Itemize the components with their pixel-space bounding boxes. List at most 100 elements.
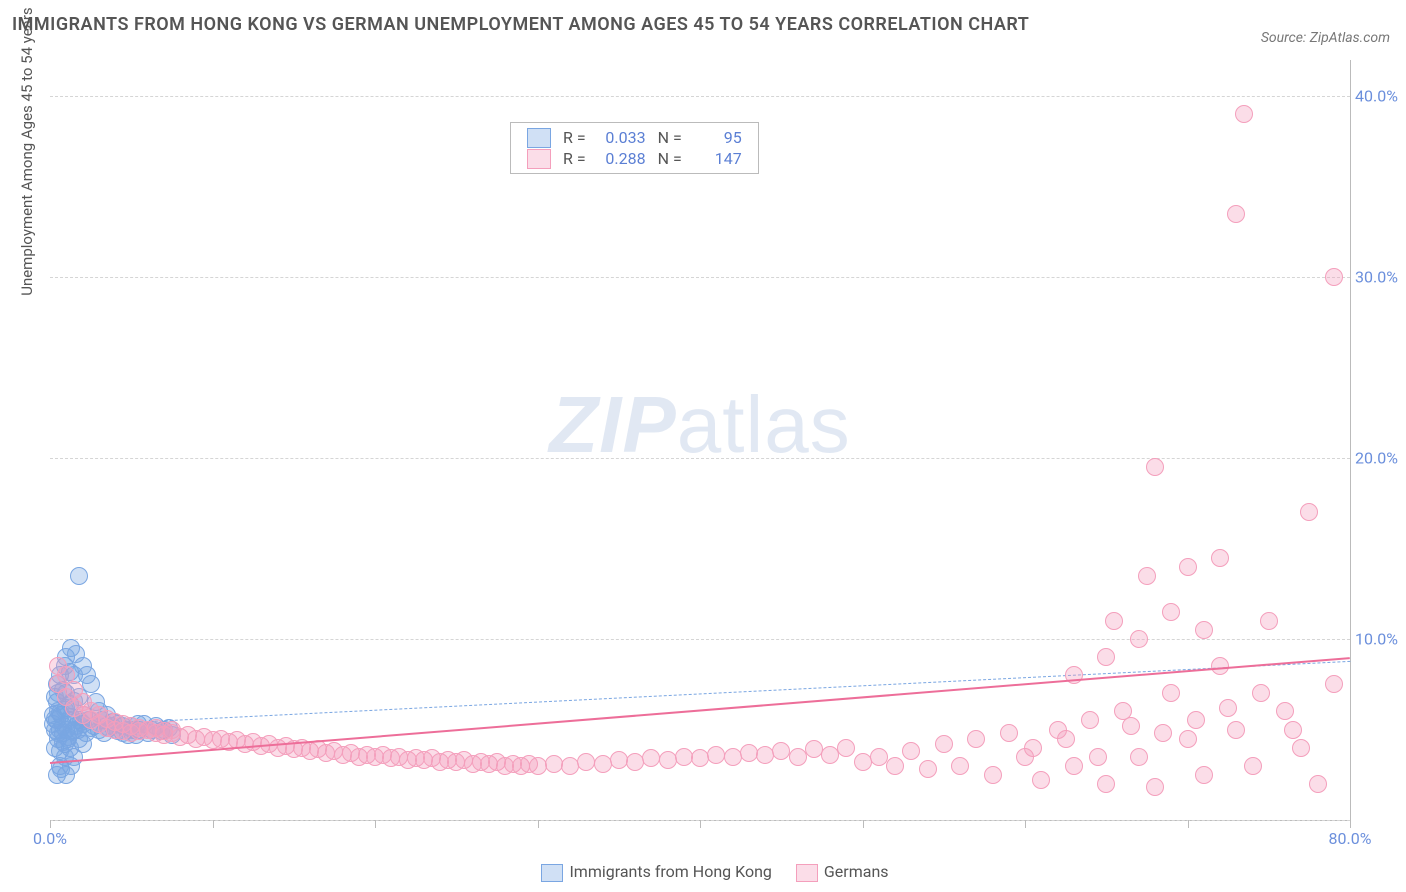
scatter-point [756,746,774,764]
x-tick [375,820,376,828]
watermark-zip: ZIP [549,380,676,469]
scatter-point [967,730,985,748]
watermark-atlas: atlas [677,380,851,469]
scatter-point [163,721,181,739]
correlation-legend: R =0.033N =95R =0.288N =147 [510,122,759,174]
x-tick [1188,820,1189,828]
scatter-point [1097,648,1115,666]
plot-area: ZIPatlas R =0.033N =95R =0.288N =147 10.… [50,60,1351,821]
series-label: Germans [824,862,889,881]
legend-table: R =0.033N =95R =0.288N =147 [521,127,748,169]
scatter-point [1195,621,1213,639]
chart-container: IMMIGRANTS FROM HONG KONG VS GERMAN UNEM… [0,0,1406,892]
scatter-point [1146,778,1164,796]
scatter-point [1325,675,1343,693]
scatter-point [1235,105,1253,123]
legend-stat-n-label: N = [652,148,688,169]
scatter-point [1325,268,1343,286]
legend-row: R =0.288N =147 [521,148,748,169]
legend-stat-n-value: 147 [694,149,742,168]
legend-stat-r-label: R = [557,148,592,169]
scatter-point [561,757,579,775]
grid-line [50,639,1350,640]
scatter-point [1162,603,1180,621]
scatter-point [1089,748,1107,766]
x-tick [1025,820,1026,828]
scatter-point [1081,711,1099,729]
scatter-point [1219,699,1237,717]
scatter-point [886,757,904,775]
scatter-point [1057,730,1075,748]
scatter-point [789,748,807,766]
scatter-point [951,757,969,775]
scatter-point [691,749,709,767]
scatter-point [1300,503,1318,521]
x-tick [863,820,864,828]
scatter-point [1211,549,1229,567]
scatter-point [837,739,855,757]
scatter-point [1122,717,1140,735]
legend-row: R = 0.033 N = 95 [521,127,748,148]
scatter-point [1309,775,1327,793]
series-legend: Immigrants from Hong Kong Germans [0,862,1406,882]
scatter-point [984,766,1002,784]
scatter-point [935,735,953,753]
scatter-point [529,757,547,775]
scatter-point [902,742,920,760]
scatter-point [1244,757,1262,775]
scatter-point [1195,766,1213,784]
x-tick [1350,820,1351,828]
scatter-point [1065,757,1083,775]
legend-stat-r-label: R = [557,127,592,148]
scatter-point [1105,612,1123,630]
chart-title: IMMIGRANTS FROM HONG KONG VS GERMAN UNEM… [12,14,1029,35]
x-tick-label: 0.0% [33,829,67,848]
y-axis-label: Unemployment Among Ages 45 to 54 years [18,7,36,295]
scatter-point [1024,739,1042,757]
x-tick [538,820,539,828]
grid-line [50,277,1350,278]
scatter-point [1252,684,1270,702]
scatter-point [1097,775,1115,793]
legend-stat-n-label: N = [652,127,688,148]
series-swatch [796,864,818,882]
scatter-point [1227,205,1245,223]
y-tick-label: 40.0% [1355,87,1406,106]
series-label: Immigrants from Hong Kong [569,862,771,881]
scatter-point [919,760,937,778]
scatter-point [870,748,888,766]
x-tick [700,820,701,828]
scatter-point [1130,748,1148,766]
grid-line [50,96,1350,97]
legend-stat-n-value: 95 [694,128,742,147]
scatter-point [1260,612,1278,630]
scatter-point [70,567,88,585]
scatter-point [1138,567,1156,585]
scatter-point [1154,724,1172,742]
scatter-point [1146,458,1164,476]
source-attribution: Source: ZipAtlas.com [1261,30,1390,46]
scatter-point [724,748,742,766]
scatter-point [594,755,612,773]
scatter-point [1187,711,1205,729]
y-tick-label: 10.0% [1355,630,1406,649]
legend-swatch [527,149,551,169]
scatter-point [1179,730,1197,748]
scatter-point [1292,739,1310,757]
x-tick-label: 80.0% [1329,829,1372,848]
scatter-point [821,746,839,764]
scatter-point [626,753,644,771]
scatter-point [1130,630,1148,648]
x-tick [213,820,214,828]
trend-line [50,657,1350,764]
scatter-point [659,751,677,769]
y-tick-label: 20.0% [1355,449,1406,468]
scatter-point [1284,721,1302,739]
series-swatch [541,864,563,882]
x-tick [50,820,51,828]
legend-swatch [527,128,551,148]
scatter-point [1000,724,1018,742]
scatter-point [1032,771,1050,789]
scatter-point [1179,558,1197,576]
legend-stat-r-value: 0.033 [598,128,646,147]
